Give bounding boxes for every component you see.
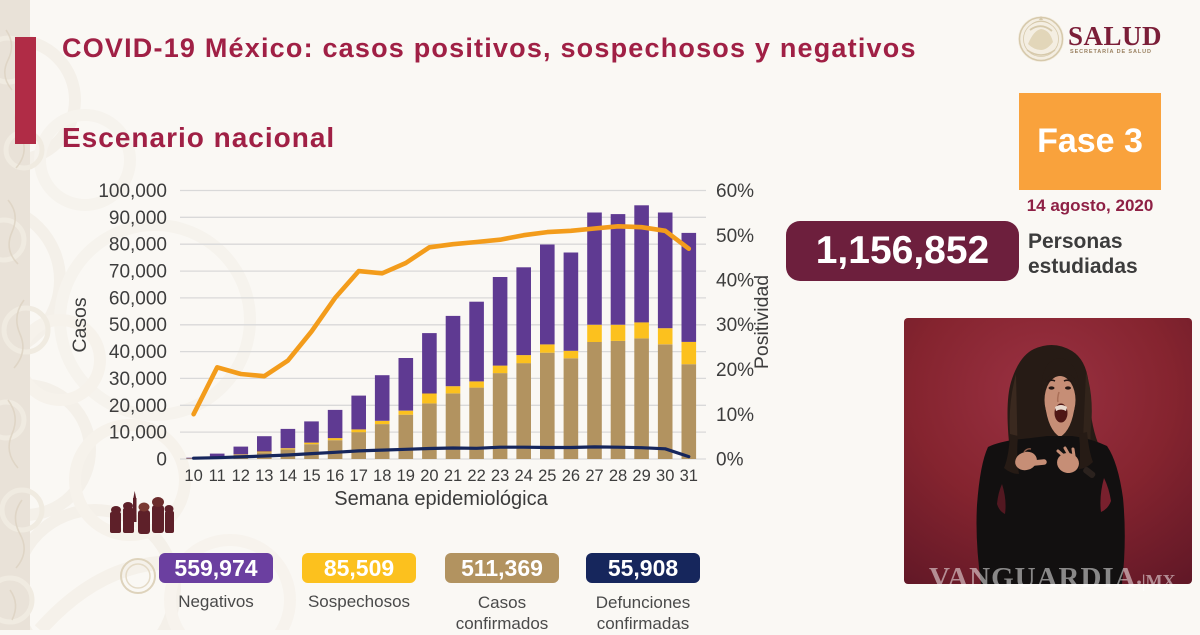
svg-text:70,000: 70,000 [109, 262, 167, 283]
svg-text:20: 20 [420, 467, 438, 485]
svg-text:Positividad: Positividad [751, 275, 773, 369]
svg-text:Semana epidemiológica: Semana epidemiológica [334, 488, 548, 510]
svg-text:21: 21 [444, 467, 462, 485]
svg-text:30%: 30% [716, 315, 754, 336]
svg-text:10,000: 10,000 [109, 423, 167, 444]
svg-text:20,000: 20,000 [109, 396, 167, 417]
svg-text:18: 18 [373, 467, 391, 485]
svg-text:100,000: 100,000 [98, 181, 167, 202]
svg-text:24: 24 [515, 467, 533, 485]
svg-text:20%: 20% [716, 360, 754, 381]
svg-text:13: 13 [255, 467, 273, 485]
svg-text:25: 25 [538, 467, 556, 485]
svg-text:40%: 40% [716, 271, 754, 292]
svg-text:11: 11 [209, 467, 226, 485]
svg-text:27: 27 [585, 467, 603, 485]
svg-text:17: 17 [350, 467, 368, 485]
svg-text:0: 0 [156, 450, 167, 471]
svg-text:16: 16 [326, 467, 344, 485]
svg-text:12: 12 [232, 467, 250, 485]
svg-text:26: 26 [562, 467, 580, 485]
svg-text:60,000: 60,000 [109, 288, 167, 309]
svg-text:60%: 60% [716, 181, 754, 202]
svg-text:28: 28 [609, 467, 627, 485]
svg-text:29: 29 [632, 467, 650, 485]
svg-text:31: 31 [680, 467, 698, 485]
svg-text:80,000: 80,000 [109, 235, 167, 256]
svg-text:0%: 0% [716, 450, 744, 471]
svg-text:30,000: 30,000 [109, 369, 167, 390]
svg-text:30: 30 [656, 467, 674, 485]
svg-text:22: 22 [467, 467, 485, 485]
svg-text:14: 14 [279, 467, 297, 485]
svg-text:15: 15 [302, 467, 320, 485]
svg-text:10%: 10% [716, 405, 754, 426]
svg-text:90,000: 90,000 [109, 208, 167, 229]
svg-text:40,000: 40,000 [109, 342, 167, 363]
svg-text:10: 10 [184, 467, 202, 485]
svg-text:50%: 50% [716, 226, 754, 247]
svg-text:19: 19 [397, 467, 415, 485]
svg-text:23: 23 [491, 467, 509, 485]
svg-text:Casos: Casos [69, 297, 91, 353]
svg-text:50,000: 50,000 [109, 315, 167, 336]
